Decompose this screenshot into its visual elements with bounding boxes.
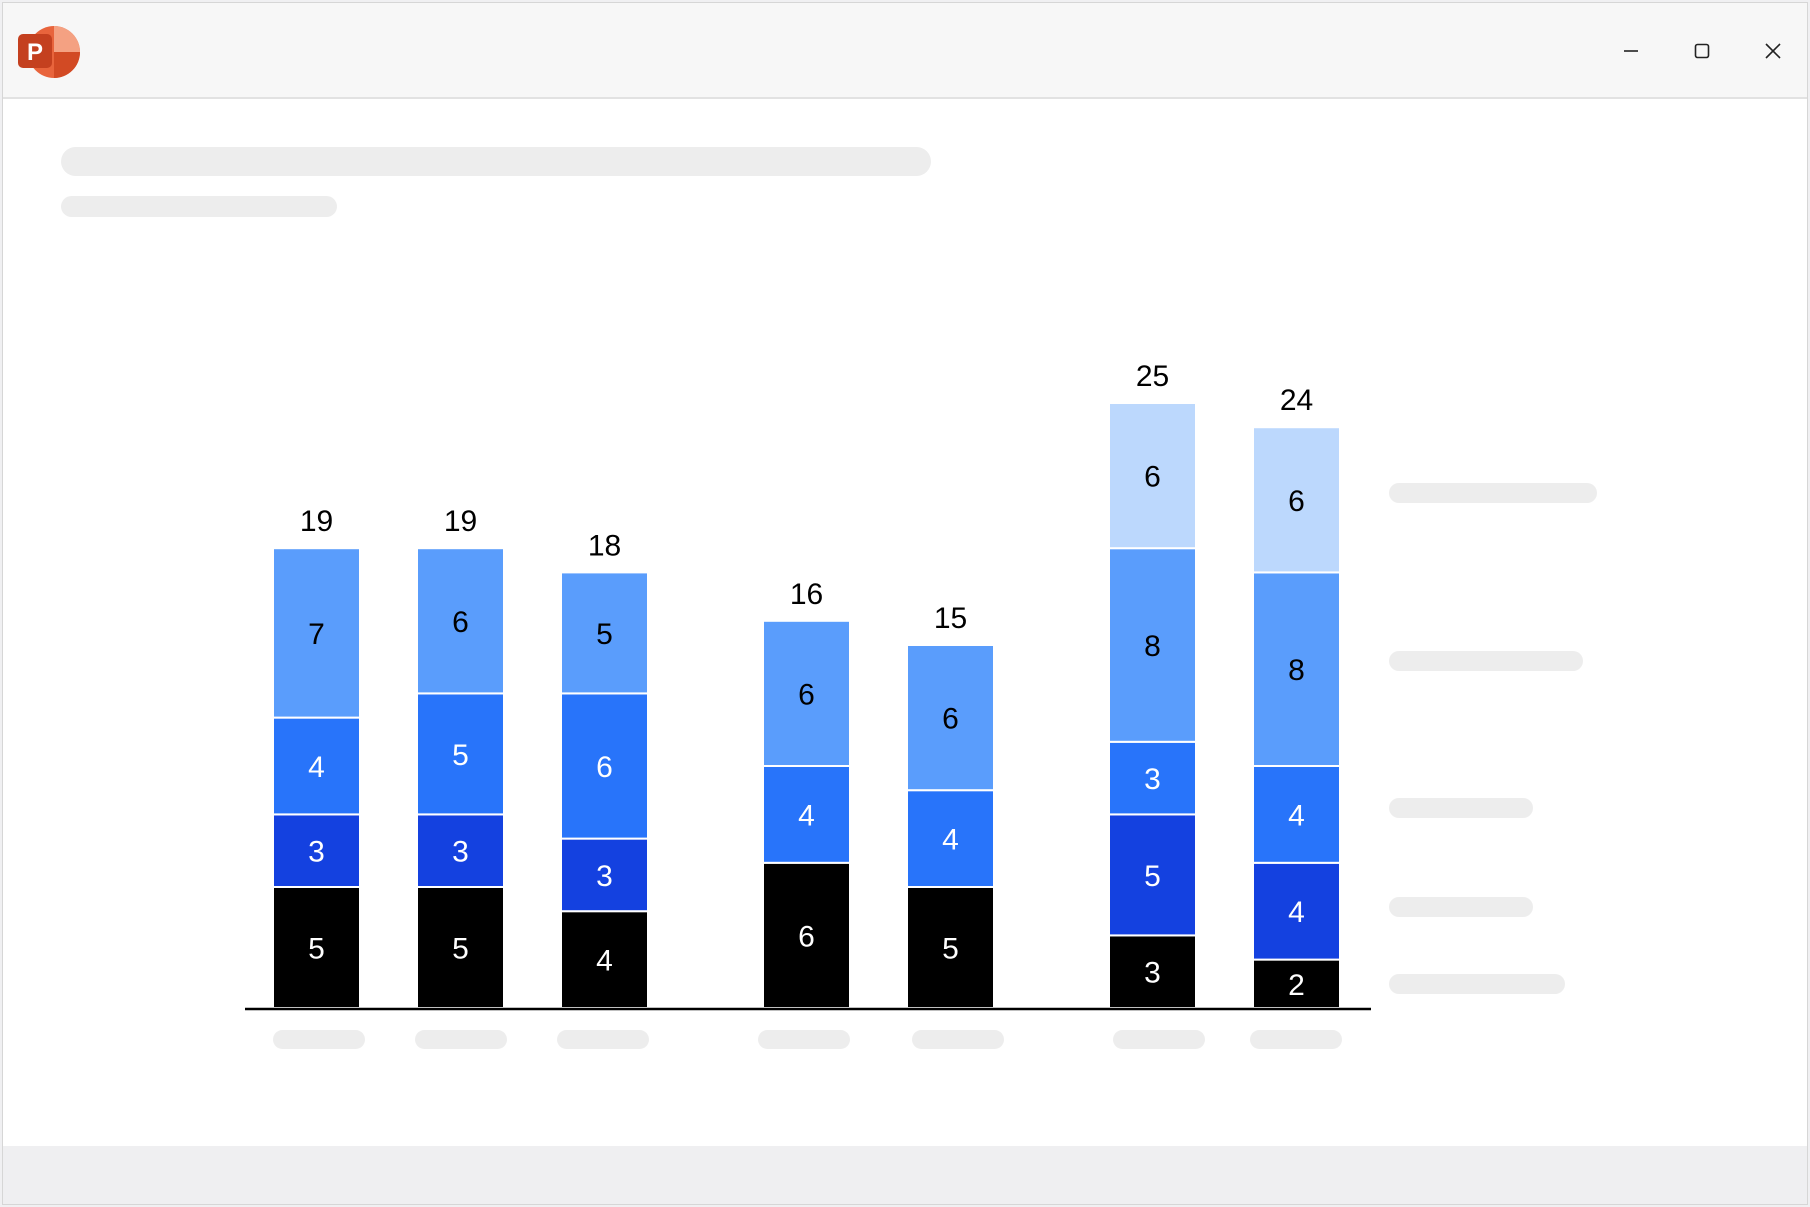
bar-4-segment-3-label: 4 xyxy=(798,799,815,832)
bar-1-total-label: 19 xyxy=(300,505,333,538)
bar-7-segment-2-label: 4 xyxy=(1288,896,1305,929)
bar-6-total-label: 25 xyxy=(1136,360,1169,393)
bar-1-segment-2-label: 3 xyxy=(308,836,325,869)
bar-1-segment-3-label: 4 xyxy=(308,751,325,784)
bar-6-segment-2-label: 5 xyxy=(1144,860,1161,893)
legend-placeholder-1 xyxy=(1389,483,1597,503)
bar-7-segment-5-label: 6 xyxy=(1288,485,1305,518)
legend-placeholder-3 xyxy=(1389,798,1533,818)
bar-4-segment-1 xyxy=(762,861,851,1009)
bar-6-segment-2 xyxy=(1108,813,1197,937)
app-icon-letter: P xyxy=(27,39,43,66)
bar-5-total-label: 15 xyxy=(934,602,967,635)
bar-2-total-label: 19 xyxy=(444,505,477,538)
bar-5-segment-4 xyxy=(906,644,995,792)
category-placeholder-3 xyxy=(557,1030,649,1049)
stacked-bar-chart: 5347195356194365186461654615353862524486… xyxy=(245,360,1371,1011)
bar-4-total-label: 16 xyxy=(790,578,823,611)
bar-2-segment-2-label: 3 xyxy=(452,836,469,869)
bar-4-segment-3 xyxy=(762,765,851,864)
powerpoint-icon: P xyxy=(18,23,84,85)
category-placeholder-7 xyxy=(1250,1030,1342,1049)
bar-4-segment-4 xyxy=(762,619,851,767)
bar-2-segment-4-label: 6 xyxy=(452,606,469,639)
bar-6-segment-3-label: 3 xyxy=(1144,763,1161,796)
legend-placeholder-2 xyxy=(1389,651,1583,671)
category-placeholder-4 xyxy=(758,1030,850,1049)
bar-7-total-label: 24 xyxy=(1280,384,1313,417)
bar-1-segment-1-label: 5 xyxy=(308,933,325,966)
bar-6-segment-3 xyxy=(1108,740,1197,816)
bar-5-segment-3 xyxy=(906,789,995,889)
bar-3-segment-2-label: 3 xyxy=(596,860,613,893)
bar-2-segment-4 xyxy=(416,547,505,695)
bar-1-segment-4 xyxy=(272,547,361,719)
bar-1-segment-2 xyxy=(272,813,361,889)
minimize-button[interactable] xyxy=(1609,29,1653,73)
subtitle-placeholder xyxy=(61,196,337,217)
bar-7-segment-4-label: 8 xyxy=(1288,654,1305,687)
bar-3-segment-4-label: 5 xyxy=(596,618,613,651)
bar-2-segment-3 xyxy=(416,692,505,816)
bar-6-segment-4 xyxy=(1108,547,1197,743)
bar-7-segment-5 xyxy=(1252,426,1341,574)
bar-7-segment-3 xyxy=(1252,765,1341,864)
bar-5-segment-4-label: 6 xyxy=(942,703,959,736)
maximize-icon xyxy=(1694,43,1710,59)
close-icon xyxy=(1765,43,1781,59)
legend-placeholder-4 xyxy=(1389,897,1533,917)
bar-6-segment-5-label: 6 xyxy=(1144,461,1161,494)
close-button[interactable] xyxy=(1751,29,1795,73)
bar-2-segment-1-label: 5 xyxy=(452,933,469,966)
maximize-button[interactable] xyxy=(1680,29,1724,73)
bar-3-segment-1-label: 4 xyxy=(596,945,613,978)
bar-3-segment-3-label: 6 xyxy=(596,751,613,784)
bar-1-segment-3 xyxy=(272,716,361,816)
bar-3-segment-4 xyxy=(560,571,649,695)
bar-7-segment-3-label: 4 xyxy=(1288,799,1305,832)
category-placeholder-1 xyxy=(273,1030,365,1049)
bar-1-segment-4-label: 7 xyxy=(308,618,325,651)
bar-6-segment-1-label: 3 xyxy=(1144,957,1161,990)
category-placeholder-5 xyxy=(912,1030,1004,1049)
bar-6-segment-5 xyxy=(1108,402,1197,550)
bar-7-segment-1-label: 2 xyxy=(1288,969,1305,1002)
bar-4-segment-1-label: 6 xyxy=(798,920,815,953)
title-bar: P xyxy=(3,3,1807,99)
title-placeholder xyxy=(61,147,931,176)
bar-5-segment-1-label: 5 xyxy=(942,933,959,966)
category-placeholder-2 xyxy=(415,1030,507,1049)
bar-2-segment-1 xyxy=(416,886,505,1009)
bar-5-segment-3-label: 4 xyxy=(942,824,959,857)
legend-placeholder-5 xyxy=(1389,974,1565,994)
bar-6-segment-1 xyxy=(1108,934,1197,1010)
bar-2-segment-2 xyxy=(416,813,505,889)
bar-3-segment-1 xyxy=(560,910,649,1010)
bar-3-total-label: 18 xyxy=(588,529,621,562)
bar-1-segment-1 xyxy=(272,886,361,1009)
bar-3-segment-2 xyxy=(560,837,649,913)
category-placeholder-6 xyxy=(1113,1030,1205,1049)
bar-3-segment-3 xyxy=(560,692,649,840)
bar-6-segment-4-label: 8 xyxy=(1144,630,1161,663)
bar-2-segment-3-label: 5 xyxy=(452,739,469,772)
bar-4-segment-4-label: 6 xyxy=(798,678,815,711)
status-bar xyxy=(3,1146,1807,1204)
minimize-icon xyxy=(1624,50,1638,52)
